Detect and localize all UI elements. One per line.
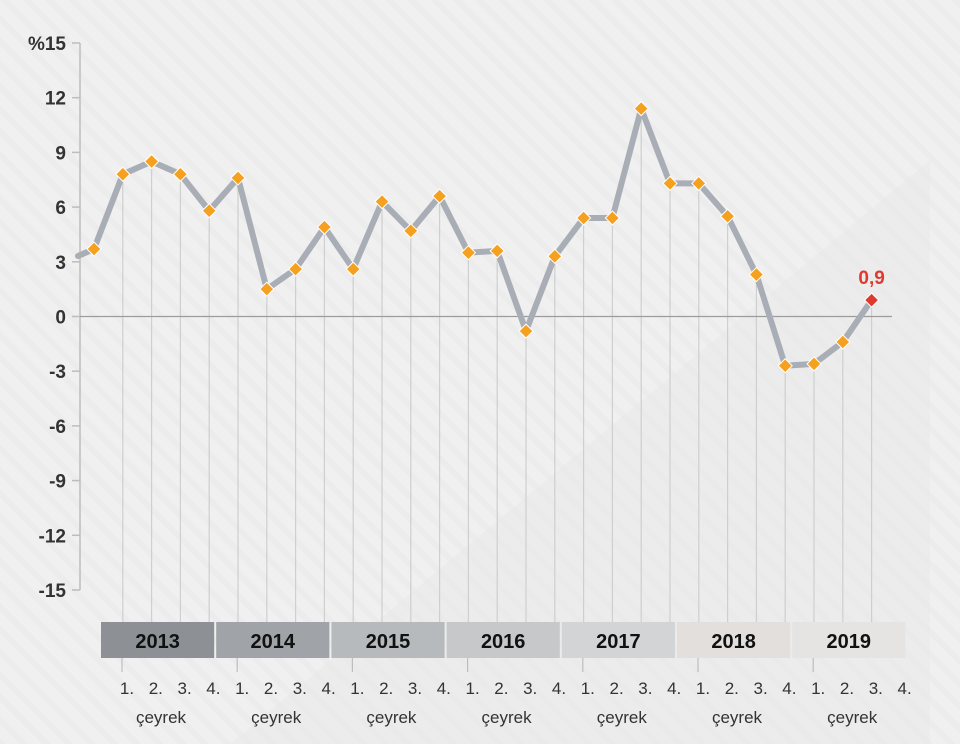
quarter-label: 4. <box>206 679 220 698</box>
quarter-label: 4. <box>322 679 336 698</box>
quarter-label: 3. <box>869 679 883 698</box>
data-markers <box>86 100 880 374</box>
year-band <box>561 622 675 658</box>
data-marker <box>777 358 793 374</box>
quarter-label: 4. <box>782 679 796 698</box>
y-tick-label: %15 <box>28 34 66 55</box>
quarter-label: 1. <box>811 679 825 698</box>
quarter-label: 2. <box>494 679 508 698</box>
quarter-label: 3. <box>638 679 652 698</box>
quarter-label: 1. <box>235 679 249 698</box>
quarter-label: 4. <box>667 679 681 698</box>
data-marker <box>143 153 160 170</box>
quarter-label: 4. <box>437 679 451 698</box>
quarter-label: 4. <box>552 679 566 698</box>
y-tick-label: 0 <box>55 308 66 329</box>
data-marker <box>691 175 707 192</box>
data-marker <box>259 281 275 297</box>
quarter-label: 2. <box>840 679 854 698</box>
quarter-label: 3. <box>754 679 768 698</box>
data-marker <box>575 210 592 226</box>
data-marker <box>719 208 736 224</box>
year-label: 2019 <box>827 631 872 653</box>
quarter-label: 3. <box>293 679 307 698</box>
data-marker <box>374 193 390 210</box>
quarter-label: 3. <box>523 679 537 698</box>
year-label: 2018 <box>711 631 756 653</box>
year-band <box>792 622 906 658</box>
year-band <box>331 622 445 658</box>
data-marker <box>806 356 822 372</box>
year-label: 2017 <box>596 631 641 653</box>
data-marker <box>287 261 304 277</box>
quarter-label: 2. <box>264 679 278 698</box>
y-tick-label: 6 <box>55 198 66 219</box>
data-marker <box>460 244 477 261</box>
quarter-label: 4. <box>898 679 912 698</box>
data-marker <box>662 175 678 192</box>
quarter-label: 2. <box>379 679 393 698</box>
data-marker <box>489 243 505 259</box>
quarter-word-label: çeyrek <box>251 708 302 727</box>
y-tick-label: -9 <box>49 472 66 493</box>
y-tick-label: -3 <box>49 362 66 383</box>
y-tick-label: -12 <box>39 526 66 547</box>
quarter-word-label: çeyrek <box>482 708 533 727</box>
quarter-label: 1. <box>581 679 595 698</box>
y-tick-label: -6 <box>49 417 66 438</box>
quarter-word-label: çeyrek <box>366 708 417 727</box>
quarter-label: 1. <box>696 679 710 698</box>
quarter-label: 1. <box>350 679 364 698</box>
quarter-label: 1. <box>466 679 480 698</box>
data-marker <box>86 241 102 257</box>
y-tick-label: 3 <box>55 253 66 274</box>
data-marker <box>403 223 419 239</box>
year-label: 2016 <box>481 631 526 653</box>
y-tick-label: -15 <box>39 581 67 602</box>
quarter-label: 1. <box>120 679 134 698</box>
background-decoration <box>230 160 930 744</box>
data-marker <box>518 323 534 339</box>
last-value-annotation: 0,9 <box>858 268 884 289</box>
year-band-row: 2013 2014 2015 2016 2017 2018 2019 <box>101 622 906 658</box>
y-axis: %15 12 9 6 3 0 -3 -6 -9 -12 -15 <box>28 34 81 602</box>
quarter-word-label: çeyrek <box>597 708 648 727</box>
data-marker <box>604 210 621 226</box>
year-band <box>216 622 330 658</box>
data-marker <box>748 266 765 283</box>
data-marker <box>316 219 333 235</box>
quarter-label: 3. <box>178 679 192 698</box>
y-tick-label: 9 <box>55 143 66 164</box>
data-marker <box>345 261 361 277</box>
year-label: 2014 <box>251 631 296 653</box>
quarter-label: 3. <box>408 679 422 698</box>
year-band <box>446 622 560 658</box>
year-label: 2015 <box>366 631 411 653</box>
quarter-label: 2. <box>725 679 739 698</box>
data-marker <box>201 203 217 219</box>
quarter-guides <box>122 108 873 658</box>
y-tick-label: 12 <box>45 89 66 110</box>
data-marker <box>230 170 246 186</box>
data-marker <box>172 166 189 182</box>
data-marker <box>633 100 649 117</box>
data-marker <box>431 188 448 204</box>
quarter-word-label: çeyrek <box>136 708 187 727</box>
quarter-label: 2. <box>610 679 624 698</box>
quarter-word-label: çeyrek <box>827 708 878 727</box>
year-band <box>677 622 791 658</box>
last-data-marker <box>863 292 880 308</box>
quarter-word-label: çeyrek <box>712 708 763 727</box>
data-marker <box>835 334 851 350</box>
data-marker <box>547 248 563 265</box>
year-label: 2013 <box>135 631 180 653</box>
data-marker <box>115 166 131 182</box>
year-band <box>101 622 215 658</box>
quarter-label: 2. <box>149 679 163 698</box>
